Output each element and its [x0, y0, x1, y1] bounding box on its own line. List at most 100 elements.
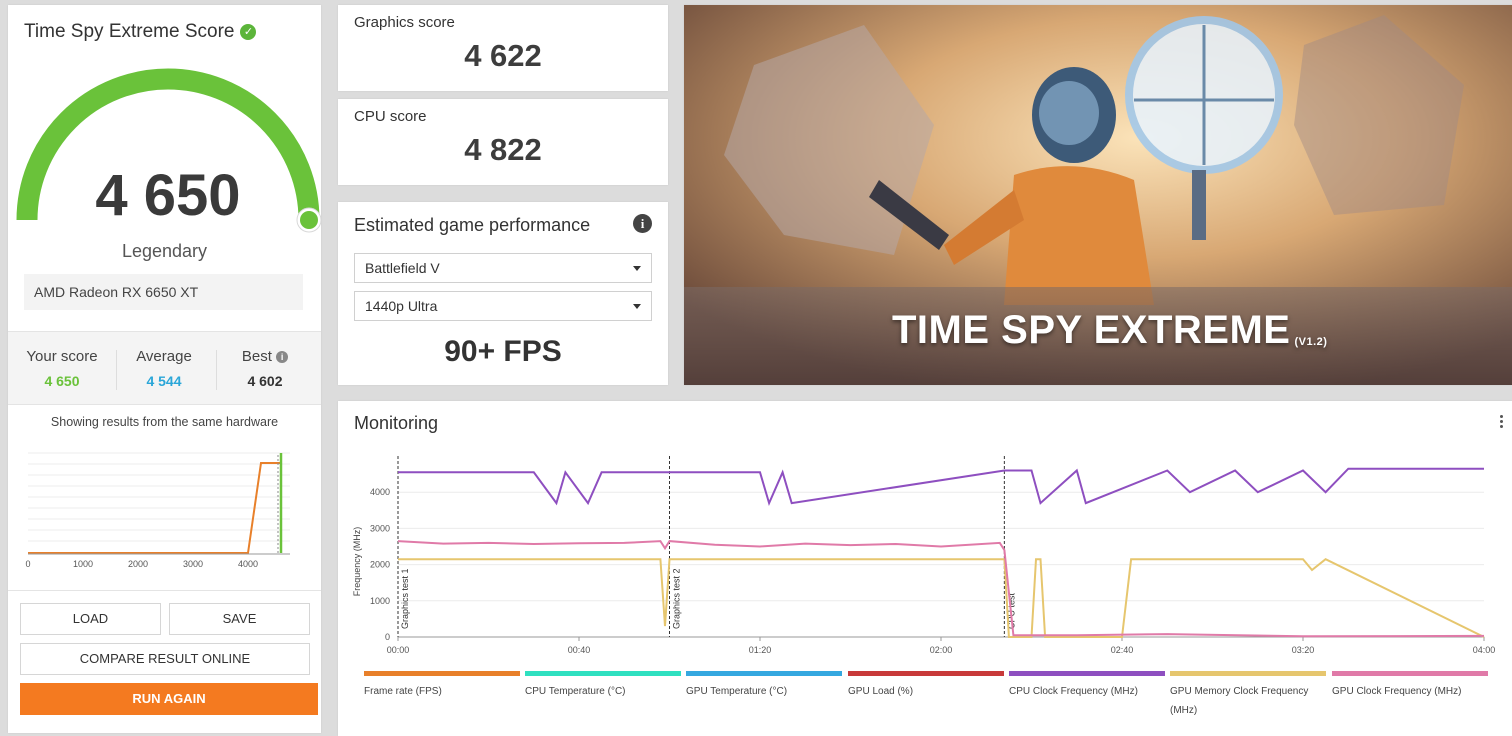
series-line-gpu-memory-clock-frequency-mhz: [398, 558, 1485, 638]
gauge-arc: [16, 68, 320, 221]
hero-arm: [944, 190, 1024, 265]
legend-item[interactable]: CPU Clock Frequency (MHz): [1009, 671, 1165, 701]
graphics-score-value: 4 622: [464, 38, 542, 73]
y-tick-label: 1000: [370, 596, 390, 606]
legend-label: GPU Load (%): [848, 686, 914, 697]
monitoring-title: Monitoring: [354, 413, 439, 433]
y-tick-label: 4000: [370, 487, 390, 497]
average-score: Average 4 544: [114, 348, 214, 389]
x-tick-label: 02:00: [930, 645, 953, 655]
score-panel: Time Spy Extreme Score ✓ 4 650 Legendary …: [8, 5, 321, 733]
save-button[interactable]: SAVE: [169, 603, 310, 635]
legend-swatch: [848, 671, 1004, 676]
y-tick-label: 0: [385, 632, 390, 642]
main-score: 4 650: [95, 163, 241, 228]
more-options-icon[interactable]: [1500, 415, 1504, 430]
legend-item[interactable]: GPU Memory Clock Frequency (MHz): [1170, 671, 1326, 720]
benchmark-title-text: TIME SPY EXTREME: [892, 308, 1291, 352]
legend-swatch: [525, 671, 681, 676]
cpu-score-label: CPU score: [354, 108, 427, 125]
y-axis-label: Frequency (MHz): [352, 527, 362, 597]
run-again-button[interactable]: RUN AGAIN: [20, 683, 318, 715]
legend-label: GPU Clock Frequency (MHz): [1332, 686, 1462, 697]
y-tick-label: 3000: [370, 523, 390, 533]
distribution-caption: Showing results from the same hardware: [50, 415, 279, 429]
resolution-select-value: 1440p Ultra: [365, 298, 438, 314]
legend-swatch: [1009, 671, 1165, 676]
info-icon[interactable]: i: [633, 214, 652, 233]
monitoring-card: Monitoring 0 1000 2000 3000 4000 00:00 00:40 01…: [338, 401, 1512, 736]
x-tick-label: 03:20: [1292, 645, 1315, 655]
score-title: Time Spy Extreme Score ✓: [24, 21, 257, 43]
graphics-score-label: Graphics score: [354, 14, 455, 31]
dropdown-arrow-icon: [633, 304, 641, 309]
dist-tick: 3000: [183, 559, 203, 569]
monitoring-chart: 0 1000 2000 3000 4000 00:00 00:40 01:20 02:00 02:…: [352, 456, 1496, 655]
estimated-fps: 90+ FPS: [444, 335, 562, 368]
benchmark-title: TIME SPY EXTREME (V1.2): [892, 308, 1327, 353]
average-label: Average: [136, 348, 192, 365]
series-line-gpu-clock-frequency-mhz: [397, 540, 1485, 638]
score-distribution-chart: 0 1000 2000 3000 4000: [25, 452, 290, 569]
best-label: Best: [241, 348, 272, 365]
hero-title-band: [684, 287, 1512, 385]
your-score-value: 4 650: [44, 373, 80, 389]
legend-item[interactable]: Frame rate (FPS): [364, 671, 520, 701]
info-icon[interactable]: i: [276, 351, 289, 363]
check-icon: ✓: [240, 24, 257, 40]
hero-handle: [1192, 170, 1206, 240]
resolution-select[interactable]: 1440p Ultra: [354, 291, 652, 321]
legend-item[interactable]: GPU Load (%): [848, 671, 1004, 701]
hero-body: [1004, 166, 1154, 305]
hero-gun: [869, 180, 949, 250]
legend-label: CPU Clock Frequency (MHz): [1009, 686, 1138, 697]
test-marker-label: Graphics test 2: [672, 568, 682, 629]
divider: [8, 590, 321, 591]
x-tick-label: 01:20: [749, 645, 772, 655]
y-tick-label: 2000: [370, 560, 390, 570]
legend-label: Frame rate (FPS): [364, 686, 442, 697]
legend-label: GPU Temperature (°C): [686, 686, 788, 697]
test-marker-label: Graphics test 1: [400, 568, 410, 629]
your-score-label: Your score: [26, 348, 98, 365]
compare-result-online-button[interactable]: COMPARE RESULT ONLINE: [20, 643, 310, 675]
legend-item[interactable]: GPU Clock Frequency (MHz): [1332, 671, 1488, 701]
benchmark-hero-image: TIME SPY EXTREME (V1.2): [684, 5, 1512, 385]
legend-item[interactable]: GPU Temperature (°C): [686, 671, 842, 701]
dropdown-arrow-icon: [633, 266, 641, 271]
gauge-knob-dot: [300, 211, 318, 229]
dist-tick: 0: [25, 559, 30, 569]
load-button[interactable]: LOAD: [20, 603, 161, 635]
game-select-value: Battlefield V: [365, 260, 440, 276]
legend-item[interactable]: CPU Temperature (°C): [525, 671, 681, 701]
legend-label: GPU Memory Clock Frequency (MHz): [1170, 686, 1309, 716]
hero-crystal: [1294, 15, 1464, 215]
dist-curve: [28, 462, 280, 554]
game-select[interactable]: Battlefield V: [354, 253, 652, 283]
hero-illustration: [684, 5, 1512, 385]
dist-tick: 4000: [238, 559, 258, 569]
dist-gridlines: [28, 452, 290, 542]
score-title-text: Time Spy Extreme Score: [24, 21, 235, 42]
score-comparison: Your score 4 650 Average 4 544 Best i 4 …: [8, 331, 321, 405]
best-score: Best i 4 602: [215, 348, 315, 389]
cpu-score-card: CPU score 4 822: [338, 99, 668, 185]
estimated-game-performance-card: Estimated game performance i Battlefield…: [338, 202, 668, 385]
x-tick-label: 00:00: [387, 645, 410, 655]
x-tick-label: 00:40: [568, 645, 591, 655]
legend-label: CPU Temperature (°C): [525, 686, 626, 697]
your-score: Your score 4 650: [12, 348, 112, 389]
legend-swatch: [1332, 671, 1488, 676]
dist-tick: 2000: [128, 559, 148, 569]
x-tick-label: 02:40: [1111, 645, 1134, 655]
benchmark-version: (V1.2): [1294, 336, 1328, 348]
stat-divider: [216, 350, 217, 390]
series-line-cpu-clock-frequency-mhz: [398, 467, 1484, 507]
cpu-score-value: 4 822: [464, 132, 542, 167]
average-value: 4 544: [146, 373, 182, 389]
hero-visor: [1039, 81, 1099, 145]
legend-swatch: [686, 671, 842, 676]
hardware-name: AMD Radeon RX 6650 XT: [24, 274, 303, 310]
x-tick-label: 04:00: [1473, 645, 1496, 655]
legend-swatch: [1170, 671, 1326, 676]
